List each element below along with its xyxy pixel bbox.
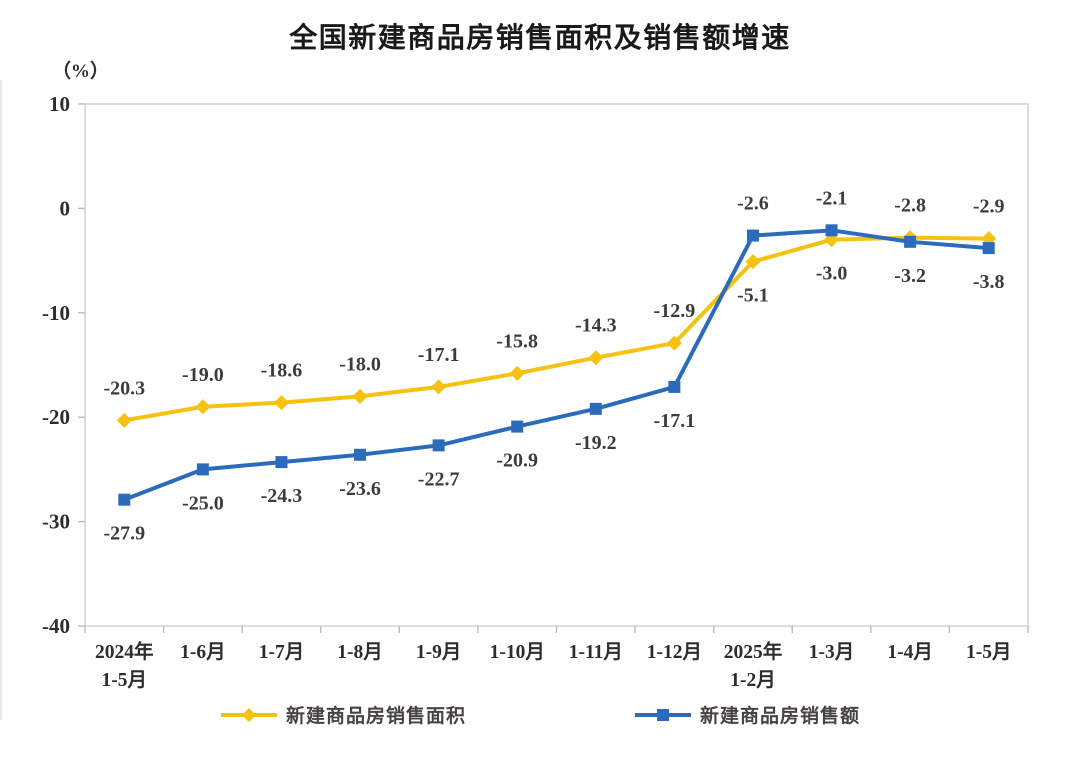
y-axis-tick-label: -30 (42, 510, 70, 534)
data-point-label: -2.1 (816, 187, 848, 209)
x-axis-category-label: 1-3月 (809, 642, 855, 663)
data-point-label: -18.0 (339, 353, 381, 375)
y-axis-tick-label: -40 (42, 614, 70, 638)
diamond-data-marker (273, 395, 289, 411)
y-axis-unit-label: （%） (52, 61, 110, 82)
series-line (122, 235, 991, 423)
data-point-label: -22.7 (418, 468, 460, 490)
series-sales-value (118, 224, 995, 506)
square-data-marker (511, 420, 524, 433)
square-data-marker (196, 463, 209, 476)
data-point-label: -15.8 (496, 330, 538, 352)
data-point-label: -3.2 (894, 265, 926, 287)
square-data-marker (904, 235, 917, 248)
square-data-marker (668, 380, 681, 393)
data-point-label: -25.0 (182, 492, 224, 514)
x-axis-category-label: 1-6月 (180, 642, 226, 663)
diamond-data-marker (116, 412, 132, 428)
data-point-label: -14.3 (575, 315, 617, 337)
square-marker-icon (635, 708, 691, 721)
data-point-label: -24.3 (261, 485, 303, 507)
data-point-label: -27.9 (103, 523, 145, 545)
diamond-data-marker (588, 350, 604, 366)
diamond-data-marker (666, 335, 682, 351)
data-labels: -20.3 -27.9 -19.0 -25.0 -18.6 -24.3 -18.0 -23.6… (103, 187, 1004, 544)
x-axis-category-label: 1-8月 (337, 642, 383, 663)
square-data-marker (354, 448, 367, 461)
square-data-marker (825, 224, 838, 237)
legend-label-sales-value: 新建商品房销售额 (700, 706, 861, 727)
x-axis-category-label: 1-9月 (416, 642, 462, 663)
legend-item-sales-area: 新建商品房销售面积 (220, 701, 466, 728)
x-axis-category-label: 1-10月 (490, 642, 545, 663)
x-axis-category-label: 2025年 1-2月 (724, 640, 783, 691)
x-axis: 2024年 1-5月 1-6月 1-7月 1-8月 1-9月 1-10月 1-11月 1-12月… (84, 626, 1029, 691)
page-edge-divider (0, 80, 2, 720)
square-data-marker (118, 493, 131, 506)
data-point-label: -2.8 (894, 195, 926, 217)
y-axis-tick-label: -20 (42, 405, 70, 429)
diamond-data-marker (352, 388, 368, 404)
diamond-data-marker (431, 379, 447, 395)
data-point-label: -20.9 (496, 450, 538, 472)
x-axis-category-label: 1-4月 (887, 642, 933, 663)
x-axis-category-label: 1-11月 (569, 642, 623, 663)
diamond-data-marker (745, 254, 761, 270)
legend-label-sales-area: 新建商品房销售面积 (285, 706, 466, 727)
data-point-label: -17.1 (654, 410, 696, 432)
data-point-label: -23.6 (339, 478, 381, 500)
y-axis-tick-label: 10 (49, 92, 70, 116)
x-axis-category-label: 1-12月 (647, 642, 702, 663)
diamond-data-marker (509, 365, 525, 381)
data-point-label: -19.2 (575, 432, 617, 454)
data-point-label: -5.1 (737, 285, 769, 307)
square-data-marker (275, 456, 288, 469)
x-axis-category-label: 2024年 1-5月 (95, 640, 154, 691)
data-point-label: -19.0 (182, 364, 224, 386)
data-point-label: -12.9 (654, 300, 696, 322)
series-line (122, 228, 991, 502)
series-sales-area (116, 230, 997, 428)
data-point-label: -20.3 (103, 377, 145, 399)
data-point-label: -2.9 (973, 196, 1005, 218)
square-data-marker (982, 242, 995, 255)
y-axis: 10 0 -10 -20 -30 -40 (42, 92, 85, 638)
chart-legend: 新建商品房销售面积 新建商品房销售额 (0, 701, 1080, 728)
y-axis-tick-label: 0 (60, 196, 71, 220)
data-point-label: -3.0 (816, 263, 848, 285)
square-data-marker (746, 229, 759, 242)
x-axis-category-label: 1-7月 (259, 642, 305, 663)
diamond-marker-icon (220, 707, 277, 722)
data-point-label: -2.6 (737, 193, 769, 215)
y-axis-tick-label: -10 (42, 301, 70, 325)
data-point-label: -17.1 (418, 344, 460, 366)
data-point-label: -18.6 (261, 360, 303, 382)
chart-title: 全国新建商品房销售面积及销售额增速 (289, 22, 791, 53)
legend-item-sales-value: 新建商品房销售额 (634, 701, 860, 728)
x-axis-category-label: 1-5月 (966, 642, 1012, 663)
data-point-label: -3.8 (973, 271, 1005, 293)
square-data-marker (589, 402, 602, 415)
diamond-data-marker (195, 399, 211, 415)
square-data-marker (432, 439, 445, 452)
